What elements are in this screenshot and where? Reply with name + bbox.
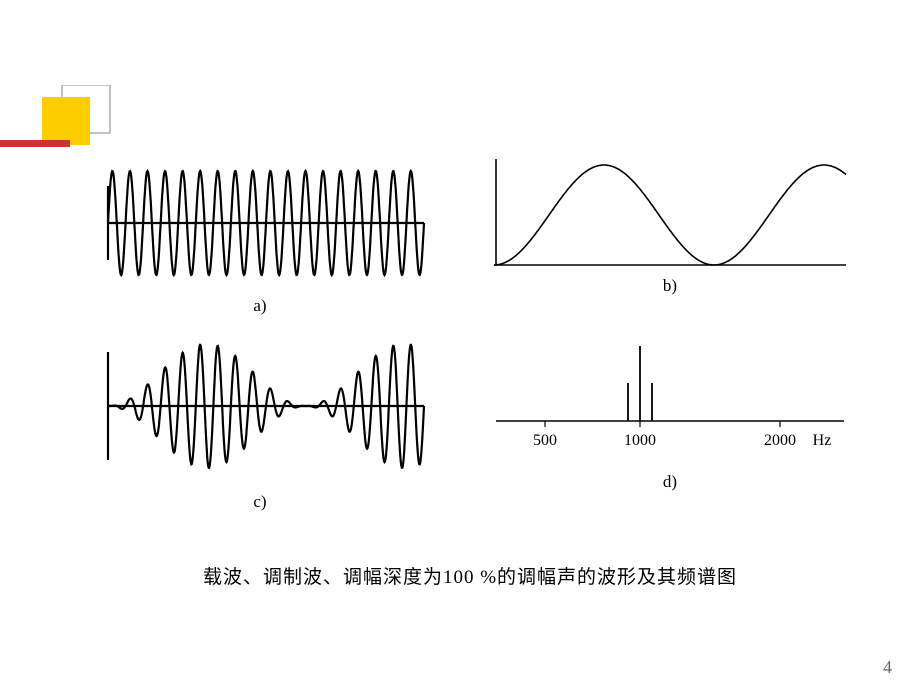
panel-a: a) — [90, 155, 430, 316]
figure-content: a) b) c) 500 1000 2000 Hz d) 载波、调制波、调幅深度为10… — [90, 155, 850, 589]
am-wave-plot — [90, 326, 430, 486]
panel-c: c) — [90, 326, 430, 512]
row-2: c) 500 1000 2000 Hz d) — [90, 326, 850, 512]
page-number: 4 — [883, 657, 892, 678]
svg-text:500: 500 — [533, 432, 557, 449]
panel-b: b) — [490, 155, 850, 316]
corner-decoration — [0, 85, 130, 160]
panel-b-label: b) — [663, 276, 677, 296]
svg-text:Hz: Hz — [813, 432, 832, 449]
modulating-wave-plot — [490, 155, 850, 270]
spectrum-plot: 500 1000 2000 Hz — [490, 326, 850, 466]
panel-d-label: d) — [663, 472, 677, 492]
panel-d: 500 1000 2000 Hz d) — [490, 326, 850, 512]
svg-text:2000: 2000 — [764, 432, 796, 449]
panel-a-label: a) — [253, 296, 266, 316]
row-1: a) b) — [90, 155, 850, 316]
svg-text:1000: 1000 — [624, 432, 656, 449]
panel-c-label: c) — [253, 492, 266, 512]
figure-caption: 载波、调制波、调幅深度为100 %的调幅声的波形及其频谱图 — [90, 562, 850, 589]
carrier-wave-plot — [90, 155, 430, 290]
